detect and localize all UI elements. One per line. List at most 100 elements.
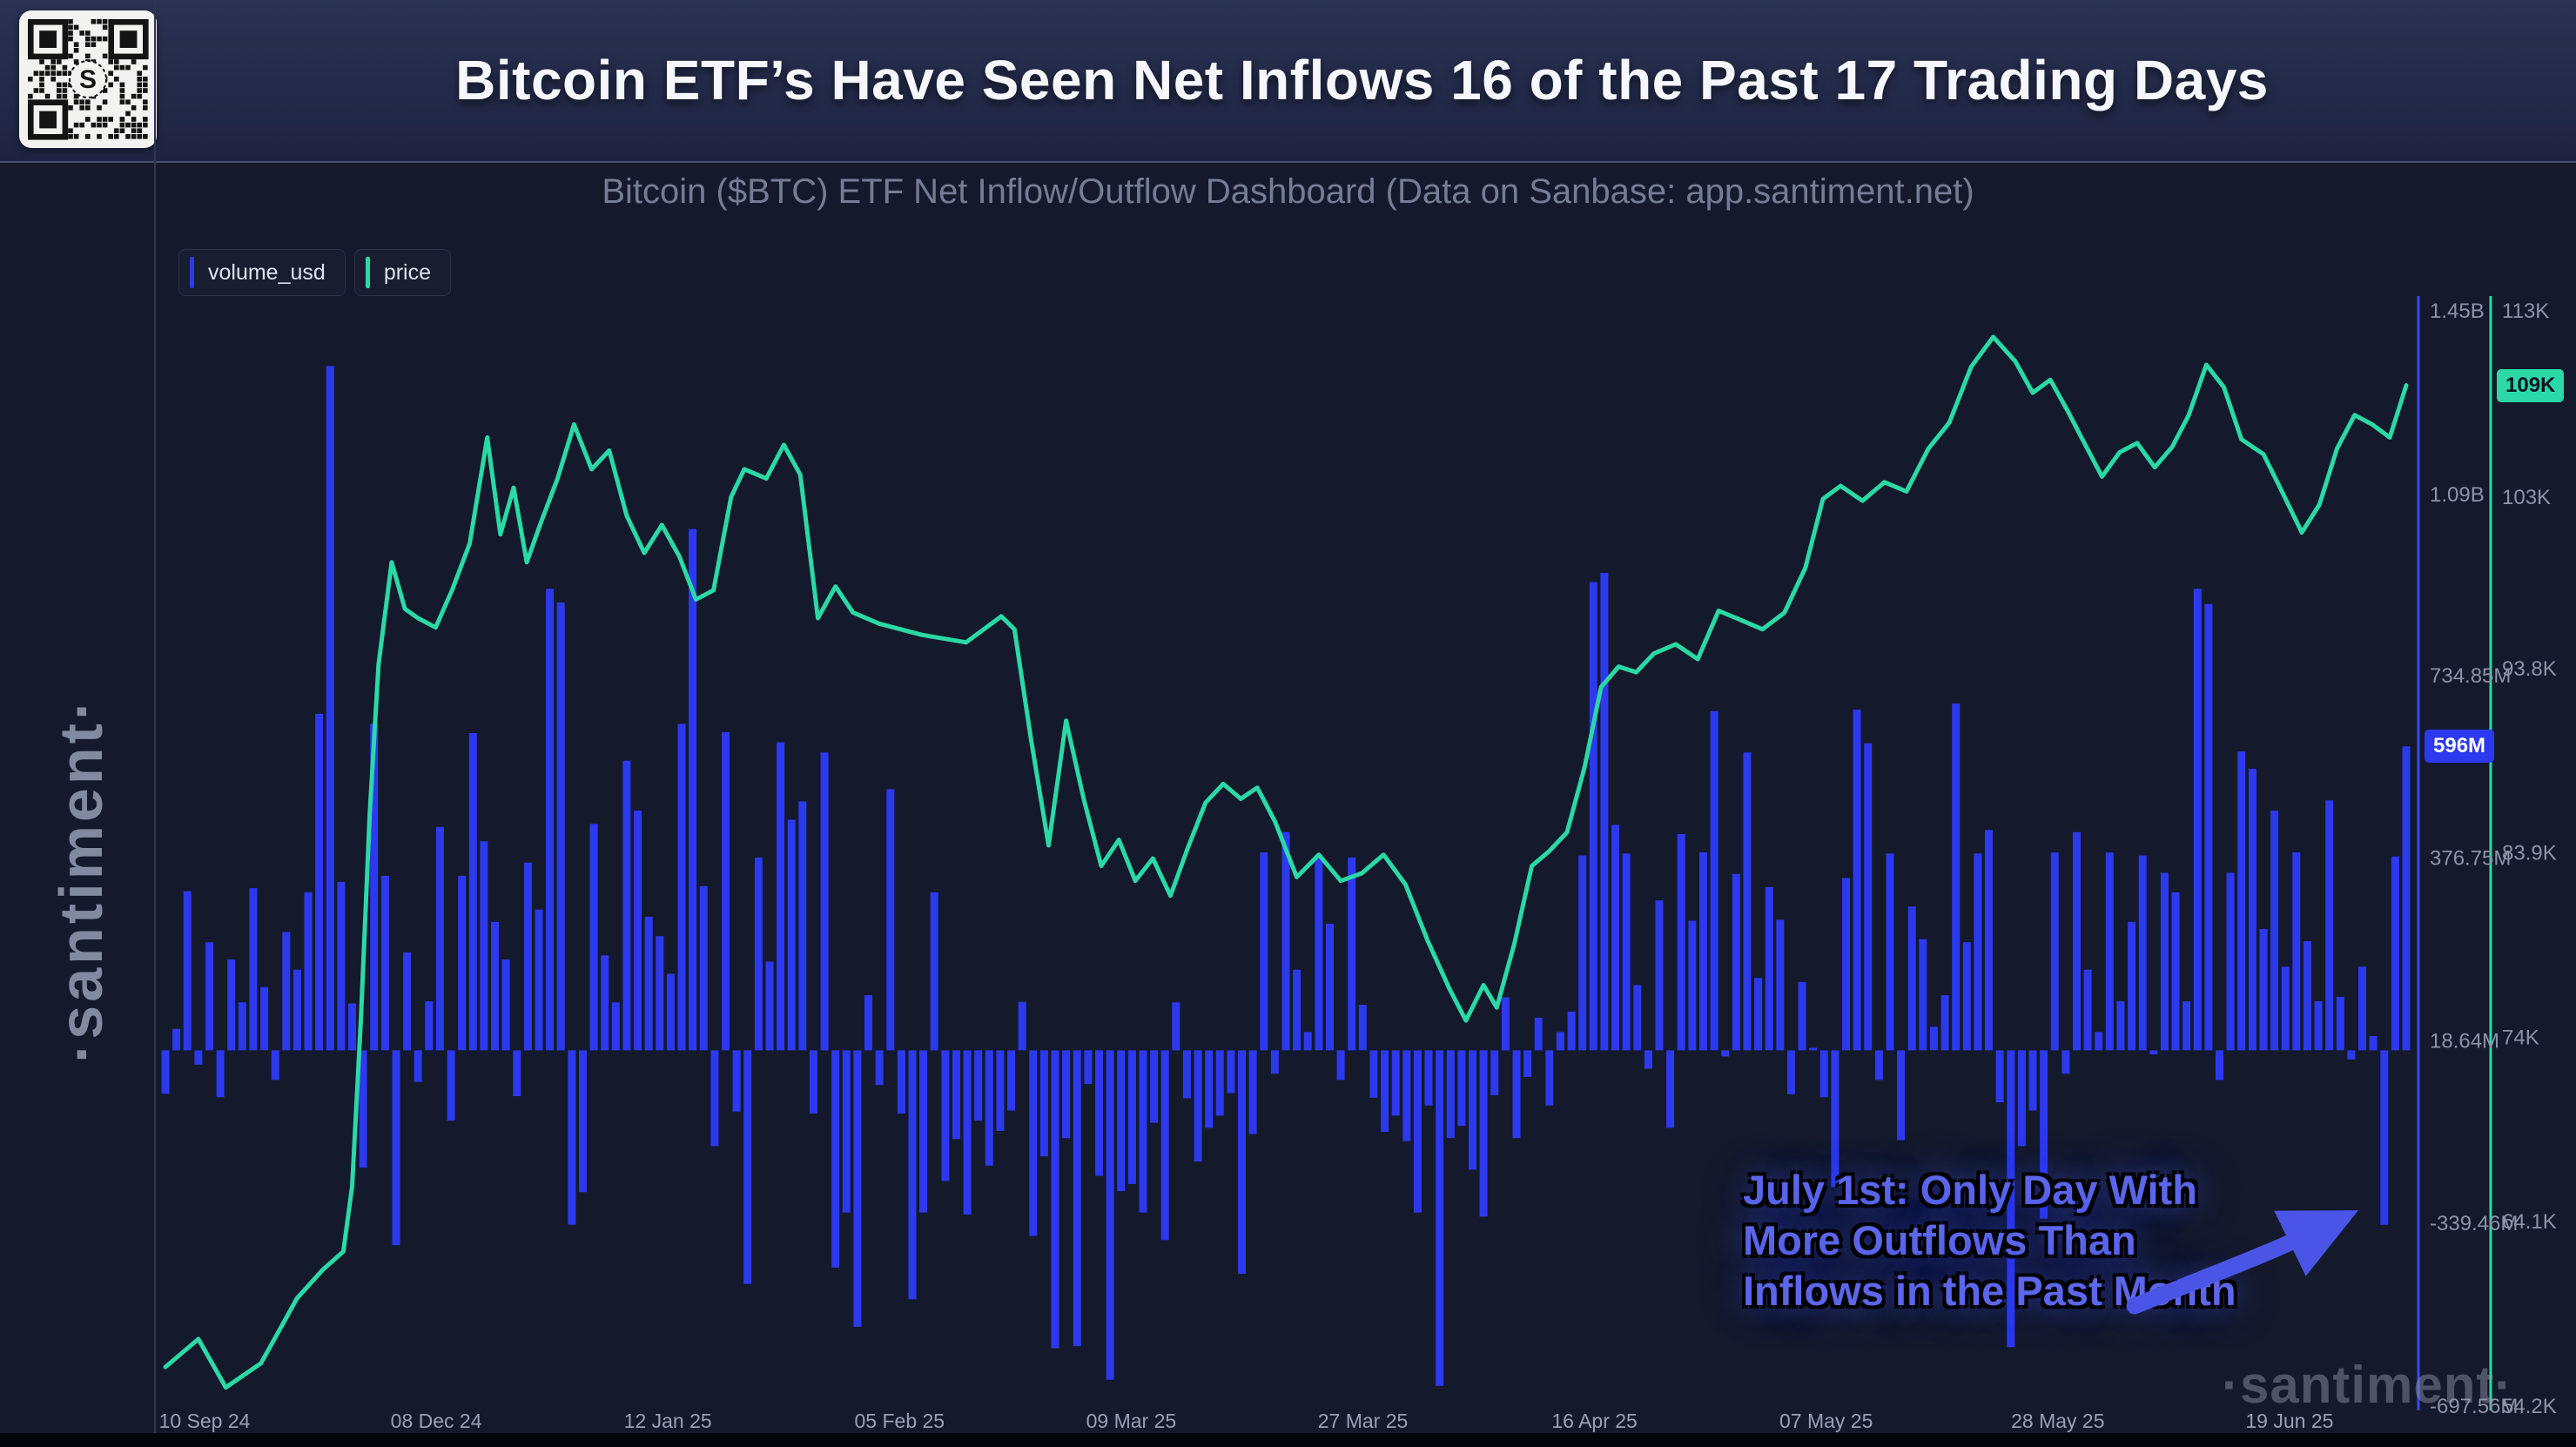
volume-bar[interactable] [304, 892, 313, 1051]
volume-bar[interactable] [689, 528, 697, 1051]
volume-bar[interactable] [1106, 1050, 1114, 1380]
volume-bar[interactable] [787, 819, 796, 1051]
volume-bar[interactable] [1446, 1050, 1455, 1139]
volume-bar[interactable] [677, 724, 686, 1051]
volume-bar[interactable] [1402, 1050, 1411, 1141]
volume-bar[interactable] [963, 1050, 972, 1215]
volume-bar[interactable] [249, 888, 258, 1051]
volume-bar[interactable] [2237, 751, 2246, 1051]
volume-bar[interactable] [1182, 1050, 1191, 1099]
volume-bar[interactable] [491, 921, 499, 1051]
volume-bar[interactable] [875, 1050, 884, 1086]
volume-bar[interactable] [908, 1050, 917, 1300]
volume-bar[interactable] [271, 1050, 279, 1080]
volume-bar[interactable] [1545, 1050, 1554, 1106]
volume-bar[interactable] [1699, 852, 1707, 1051]
volume-bar[interactable] [1765, 886, 1773, 1051]
volume-bar[interactable] [1358, 1005, 1367, 1051]
volume-bar[interactable] [853, 1050, 862, 1327]
volume-bar[interactable] [1436, 1050, 1444, 1386]
volume-bar[interactable] [2347, 1050, 2356, 1060]
volume-bar[interactable] [2216, 1050, 2223, 1080]
volume-bar[interactable] [1051, 1050, 1059, 1349]
volume-bar[interactable] [380, 876, 389, 1051]
volume-bar[interactable] [1864, 743, 1873, 1051]
volume-bar[interactable] [897, 1050, 905, 1114]
volume-bar[interactable] [1139, 1050, 1147, 1213]
volume-bar[interactable] [556, 602, 565, 1051]
volume-bar[interactable] [1270, 1050, 1279, 1074]
volume-bar[interactable] [1534, 1017, 1543, 1051]
volume-bar[interactable] [1633, 985, 1642, 1051]
volume-bar[interactable] [1194, 1050, 1202, 1162]
volume-bar[interactable] [1248, 1050, 1257, 1134]
volume-bar[interactable] [1260, 852, 1268, 1051]
volume-bar[interactable] [930, 892, 938, 1051]
volume-bar[interactable] [1095, 1050, 1103, 1176]
volume-bar[interactable] [1666, 1050, 1675, 1128]
volume-bar[interactable] [765, 961, 774, 1051]
volume-bar[interactable] [2336, 996, 2344, 1051]
volume-bar[interactable] [1611, 824, 1619, 1051]
volume-bar[interactable] [337, 882, 346, 1051]
volume-bar[interactable] [1348, 858, 1356, 1051]
volume-bar[interactable] [754, 858, 763, 1051]
volume-bar[interactable] [1897, 1050, 1906, 1141]
volume-bar[interactable] [1776, 919, 1785, 1051]
volume-bar[interactable] [1424, 1050, 1433, 1106]
volume-bar[interactable] [622, 760, 631, 1051]
volume-bar[interactable] [2116, 1001, 2125, 1051]
volume-bar[interactable] [1293, 969, 1301, 1051]
volume-bar[interactable] [513, 1050, 521, 1097]
volume-bar[interactable] [1688, 920, 1697, 1051]
volume-bar[interactable] [161, 1050, 170, 1094]
volume-bar[interactable] [370, 724, 379, 1051]
volume-bar[interactable] [2128, 921, 2136, 1051]
volume-bar[interactable] [1227, 1050, 1235, 1094]
volume-bar[interactable] [1469, 1050, 1476, 1170]
volume-bar[interactable] [831, 1050, 840, 1268]
volume-bar[interactable] [1567, 1011, 1576, 1051]
volume-bar[interactable] [2391, 856, 2399, 1051]
volume-bar[interactable] [2061, 1050, 2070, 1074]
volume-bar[interactable] [699, 885, 708, 1051]
volume-bar[interactable] [282, 932, 291, 1051]
volume-bar[interactable] [2314, 1001, 2323, 1051]
volume-bar[interactable] [1985, 830, 1993, 1051]
volume-bar[interactable] [2248, 769, 2257, 1051]
volume-bar[interactable] [227, 959, 236, 1051]
volume-bar[interactable] [1512, 1050, 1521, 1139]
volume-bar[interactable] [1413, 1050, 1422, 1213]
volume-bar[interactable] [1303, 1032, 1312, 1051]
volume-bar[interactable] [2369, 1036, 2378, 1051]
volume-bar[interactable] [2193, 589, 2202, 1051]
volume-bar[interactable] [1479, 1050, 1488, 1217]
volume-bar[interactable] [1029, 1050, 1038, 1236]
volume-bar[interactable] [1907, 906, 1916, 1051]
volume-bar[interactable] [194, 1050, 203, 1065]
volume-bar[interactable] [523, 862, 532, 1051]
volume-bar[interactable] [293, 969, 301, 1051]
volume-bar[interactable] [1622, 853, 1631, 1051]
volume-bar[interactable] [1644, 1050, 1652, 1069]
volume-bar[interactable] [535, 909, 543, 1051]
volume-bar[interactable] [1886, 853, 1894, 1051]
volume-bar[interactable] [501, 959, 510, 1051]
volume-bar[interactable] [952, 1050, 960, 1140]
volume-bar[interactable] [1007, 1050, 1016, 1111]
volume-bar[interactable] [2083, 969, 2092, 1051]
volume-bar[interactable] [1786, 1050, 1795, 1094]
volume-bar[interactable] [392, 1050, 400, 1246]
volume-bar[interactable] [458, 876, 467, 1051]
volume-bar[interactable] [1150, 1050, 1159, 1123]
volume-bar[interactable] [1743, 752, 1752, 1051]
volume-bar[interactable] [1754, 978, 1763, 1051]
volume-bar[interactable] [2050, 852, 2059, 1051]
volume-bar[interactable] [985, 1050, 993, 1166]
volume-bar[interactable] [1172, 1002, 1180, 1051]
volume-bar[interactable] [798, 801, 807, 1051]
volume-bar[interactable] [1205, 1050, 1214, 1128]
volume-bar[interactable] [2073, 831, 2081, 1051]
volume-bar[interactable] [2138, 855, 2147, 1051]
volume-bar[interactable] [1600, 573, 1609, 1051]
